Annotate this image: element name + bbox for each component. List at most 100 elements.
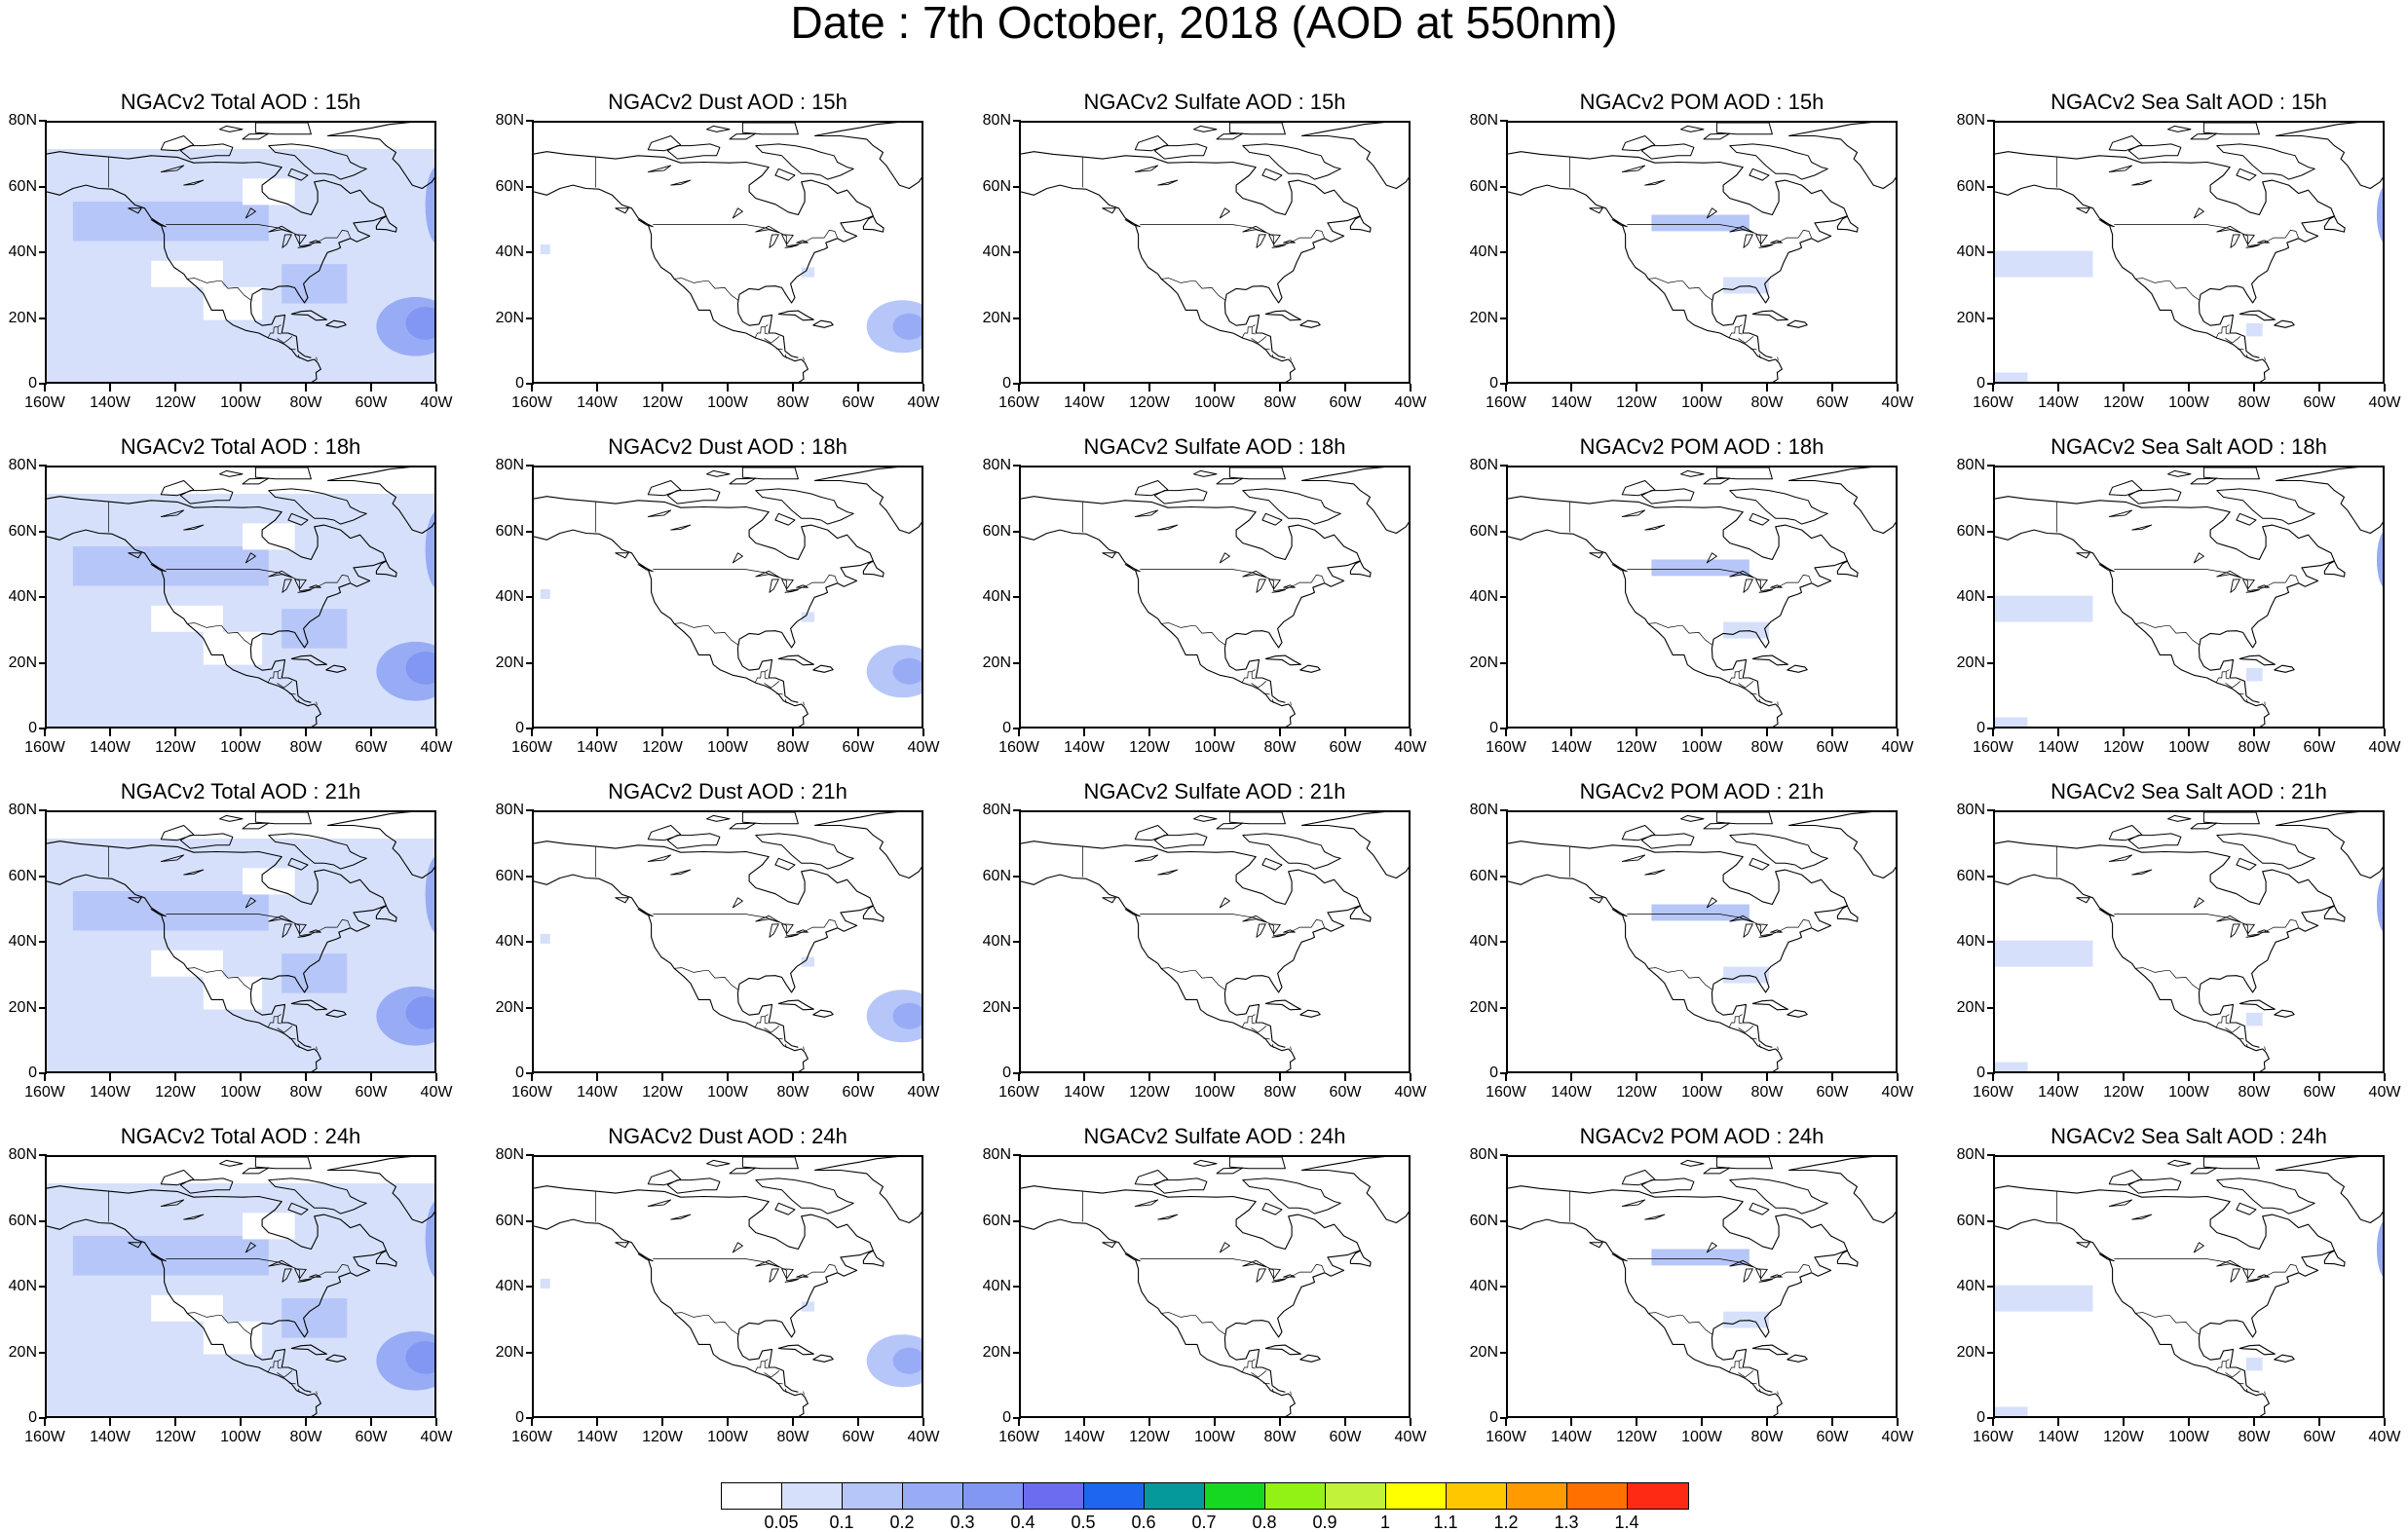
coastline-greenland — [1787, 812, 1896, 879]
country-border — [1728, 324, 1743, 339]
aod-shading — [47, 1183, 434, 1416]
panel-title: NGACv2 Sulfate AOD : 24h — [1083, 1124, 1346, 1148]
y-tick-mark — [39, 317, 47, 319]
y-tick-label: 40N — [1956, 588, 1985, 605]
y-tick-label: 0 — [1489, 720, 1498, 736]
coastline-hispaniola — [2274, 1354, 2295, 1363]
x-tick-label: 100W — [2168, 1084, 2209, 1101]
y-tick-mark — [39, 120, 47, 122]
coastline-island — [1124, 219, 1141, 228]
aod-shading — [892, 313, 922, 340]
coastline-hispaniola — [1299, 1009, 1321, 1018]
y-tick-label: 80N — [982, 112, 1011, 129]
x-tick-label: 160W — [1486, 739, 1526, 756]
x-tick-label: 140W — [1064, 1429, 1105, 1445]
coastline-hispaniola — [2274, 1009, 2295, 1018]
aod-shading — [425, 511, 434, 588]
y-tick-mark — [1987, 185, 1995, 188]
country-border — [2245, 1388, 2248, 1394]
x-tick-label: 160W — [24, 1429, 65, 1445]
lake-outline — [1256, 923, 1266, 938]
x-tick-mark — [792, 1073, 794, 1081]
x-tick-mark — [44, 1073, 46, 1081]
x-tick-label: 120W — [2103, 1084, 2144, 1101]
lake-outline — [160, 1199, 185, 1208]
x-tick-label: 100W — [2168, 394, 2209, 411]
x-tick-mark — [305, 1073, 307, 1081]
coastline-island — [1749, 512, 1770, 526]
country-border — [1738, 336, 1754, 344]
lake-outline — [1706, 207, 1717, 219]
aod-shading — [72, 546, 269, 586]
country-border — [1738, 1026, 1754, 1033]
colorbar-swatch — [843, 1483, 903, 1509]
x-tick-mark — [1897, 1073, 1899, 1081]
country-border — [2264, 1391, 2266, 1396]
coastline-island — [1729, 488, 1828, 525]
lake-outline — [784, 1279, 799, 1283]
country-border — [1750, 1382, 1757, 1385]
x-tick-mark — [1505, 1073, 1507, 1081]
coastline-island — [1640, 1177, 1695, 1194]
x-tick-label: 100W — [220, 394, 261, 411]
lake-outline — [2108, 509, 2133, 518]
coastline-island — [1153, 833, 1208, 849]
x-tick-mark — [1831, 384, 1833, 392]
x-tick-mark — [1279, 384, 1281, 392]
coastline-island — [242, 1167, 270, 1175]
y-tick-label: 80N — [8, 1146, 37, 1163]
coastline-island — [1589, 552, 1603, 559]
coastline-pacific — [1021, 184, 1296, 382]
country-border — [784, 698, 787, 704]
country-border — [288, 692, 296, 695]
coastline-greenland — [1787, 123, 1896, 190]
coastline-island — [637, 1253, 654, 1262]
x-tick-mark — [1766, 384, 1768, 392]
coastline-island — [647, 1170, 682, 1186]
coastline-island — [242, 822, 270, 830]
coastline-cuba — [2239, 310, 2276, 321]
y-tick-label: 60N — [8, 1212, 37, 1229]
x-tick-label: 60W — [2303, 394, 2336, 411]
lake-outline — [1706, 897, 1717, 909]
y-tick-mark — [1500, 465, 1508, 467]
x-tick-mark — [174, 1418, 176, 1426]
x-tick-label: 80W — [776, 394, 809, 411]
x-tick-mark — [109, 1073, 111, 1081]
coastline-pacific — [534, 874, 809, 1071]
x-tick-mark — [2253, 1418, 2255, 1426]
coastline-pacific — [534, 529, 809, 727]
y-tick-label: 0 — [1489, 375, 1498, 392]
x-tick-mark — [531, 729, 533, 736]
x-tick-label: 60W — [1816, 1429, 1849, 1445]
aod-shading — [425, 167, 434, 243]
lake-outline — [670, 179, 692, 186]
coastline-hispaniola — [2274, 319, 2295, 328]
country-border — [2225, 1361, 2230, 1369]
lake-outline — [670, 524, 692, 531]
y-tick-label: 60N — [1956, 522, 1985, 540]
lake-outline — [2245, 1279, 2260, 1283]
lake-outline — [781, 579, 794, 590]
coastline-atlantic — [1995, 151, 2335, 358]
x-tick-mark — [109, 384, 111, 392]
x-tick-mark — [922, 729, 924, 736]
x-tick-mark — [435, 729, 437, 736]
x-tick-label: 60W — [2303, 739, 2336, 756]
x-tick-mark — [922, 384, 924, 392]
y-tick-label: 20N — [8, 1343, 37, 1361]
coastline-pacific — [534, 1218, 809, 1416]
lake-outline — [297, 589, 312, 593]
y-tick-label: 0 — [1002, 720, 1011, 736]
lake-outline — [647, 854, 672, 863]
coastline-hispaniola — [1299, 664, 1321, 673]
coastline-island — [2202, 1157, 2260, 1170]
x-tick-label: 60W — [355, 1429, 388, 1445]
lake-outline — [183, 1214, 205, 1220]
x-tick-label: 140W — [90, 394, 131, 411]
coastline-pacific — [1995, 874, 2270, 1071]
country-border — [803, 701, 805, 706]
y-tick-mark — [39, 251, 47, 253]
y-tick-mark — [1500, 120, 1508, 122]
x-tick-label: 160W — [24, 1084, 65, 1101]
